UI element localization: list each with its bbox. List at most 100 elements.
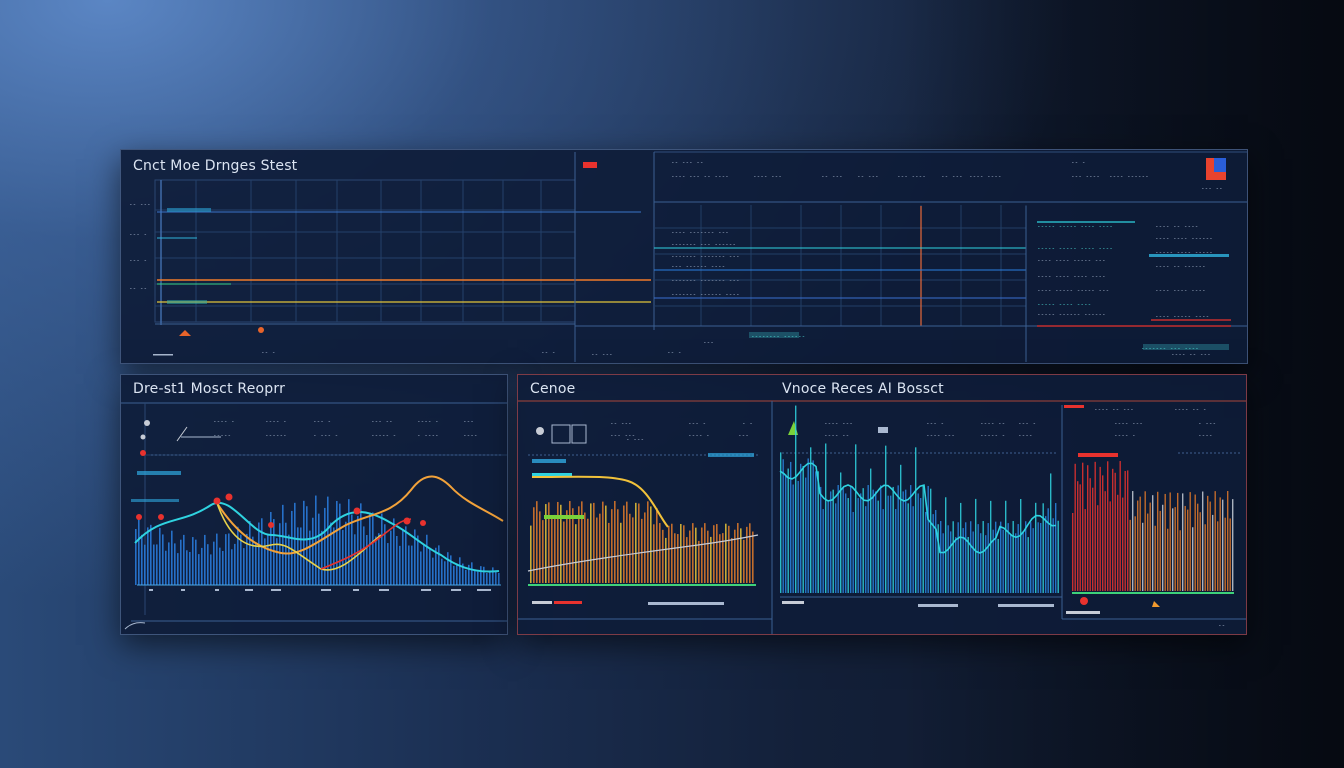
decor-bar [1097,505,1099,591]
decor-bar [1094,461,1096,591]
decor-bar [644,512,646,583]
svg-text:--: -- [1218,622,1225,629]
decor-bar [360,503,362,585]
decor-bar [832,489,834,593]
decor-bar [835,503,837,593]
svg-text:-- ---: -- --- [129,201,151,208]
svg-text:---- ---- ---- ----: ---- ---- ---- ---- [1037,273,1106,280]
decor-bar [677,534,679,583]
decor-bar [378,533,380,585]
decor-bar [1172,508,1174,591]
decor-bar [309,530,311,585]
decor-bar [752,531,754,583]
decor-bar [902,491,904,593]
decor-bar [1149,502,1151,591]
decor-bar [291,510,293,585]
decor-bar [790,461,792,593]
decor-bar [940,521,942,593]
decor-bar [1174,507,1176,591]
decor-bar [402,529,404,585]
decor-bar [1214,491,1216,591]
decor-bar [987,523,989,593]
svg-text:--- --: --- -- [1201,185,1223,192]
decor-bar [885,445,887,593]
decor-bar [671,523,673,583]
decor-bar [1052,518,1054,593]
decor-bar [797,480,799,593]
decor-bar [171,530,173,585]
decor-bar [932,514,934,593]
decor-bar [852,511,854,593]
decor-bar [593,502,595,583]
decor-bar [186,550,188,585]
decor-bar [1109,501,1111,591]
decor-bar [174,543,176,585]
decor-bar [584,512,586,583]
decor-bar [722,533,724,583]
decor-bar [887,495,889,593]
decor-bar [267,534,269,585]
decor-bar [204,534,206,585]
svg-text:-- ---: -- --- [941,173,963,180]
decor-bar [1007,523,1009,593]
decor-bar [258,522,260,585]
svg-text:-- ---: -- --- [857,173,879,180]
decor-bar [243,548,245,585]
decor-bar [1082,462,1084,591]
decor-bar [1189,492,1191,591]
decor-bar [689,530,691,583]
decor-bar [474,569,476,585]
decor-bar [1144,491,1146,591]
decor-bar [539,511,541,583]
decor-bar [198,554,200,585]
svg-text:---- --: ---- -- [980,420,1005,427]
decor-bar [417,535,419,585]
decor-bar [1219,497,1221,591]
decor-bar [569,501,571,583]
svg-text:------- ------- ---: ------- ------- --- [671,253,740,260]
decor-bar [602,501,604,583]
decor-bar [937,524,939,593]
svg-text:-- -: -- - [261,349,275,356]
decor-bar [492,567,494,585]
decor-bar [551,516,553,583]
svg-text:-- -: -- - [541,349,555,356]
svg-text:---- --: ---- -- [824,432,849,439]
decor-bar [213,541,215,585]
decor-bar [925,511,927,593]
top-panel-title: Cnct Moe Drnges Stest [133,158,298,174]
decor-bar [1122,497,1124,591]
decor-bar [354,534,356,585]
decor-bar [489,571,491,585]
decor-bar [967,537,969,593]
decor-bar [219,547,221,585]
decor-bar [957,522,959,593]
decor-bar [1012,521,1014,593]
svg-text:----- ---- ----: ----- ---- ---- [1037,301,1091,308]
decor-bar [348,499,350,585]
decor-bar [327,496,329,585]
decor-bar [895,509,897,593]
decor-bar [1162,504,1164,591]
decor-bar [1072,513,1074,591]
decor-bar [1010,535,1012,593]
decor-bar [857,498,859,593]
decor-bar [480,566,482,585]
decor-bar [620,522,622,583]
decor-bar [566,510,568,583]
svg-text:-------- ------: -------- ------ [751,333,805,340]
decor-bar [1045,516,1047,593]
decor-bar [812,460,814,593]
decor-bar [435,547,437,585]
app-logo-icon[interactable] [1206,158,1226,180]
decor-bar [1179,530,1181,591]
decor-bar [297,527,299,585]
decor-bar [279,523,281,585]
decor-bar [845,493,847,593]
decor-bar [875,491,877,593]
decor-bar [785,474,787,593]
decor-bar [447,552,449,585]
decor-bar [306,506,308,585]
decor-bar [444,561,446,585]
decor-bar [162,534,164,585]
